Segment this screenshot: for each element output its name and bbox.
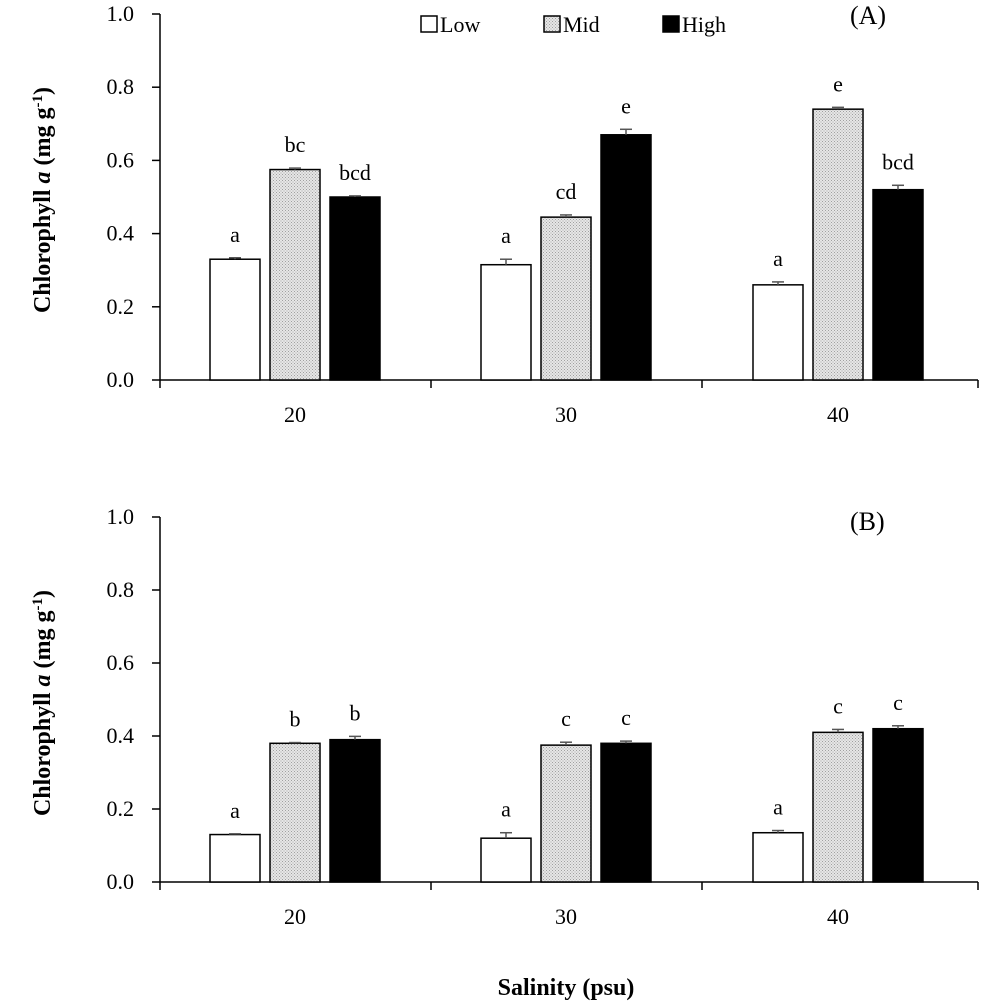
significance-label: e (833, 71, 843, 96)
bar-low (752, 831, 804, 883)
chart-panel-a: 0.0 0.2 0.4 0.6 0.8 1.0 20 30 40 a a a bc cd e bcd e bcd (107, 1, 979, 427)
bar-high (329, 738, 381, 883)
bar-high (872, 188, 924, 381)
significance-label: bcd (882, 149, 914, 174)
y-tick-label: 0.0 (107, 869, 135, 894)
y-tick-label: 0.8 (107, 577, 135, 602)
bar-low (752, 284, 804, 381)
significance-label: a (501, 223, 511, 248)
significance-label: b (350, 700, 361, 725)
legend-label-low: Low (440, 12, 480, 37)
significance-label: a (230, 798, 240, 823)
x-tick-label: 40 (827, 904, 849, 929)
y-tick-label: 0.4 (107, 221, 135, 246)
y-tick-label: 0.2 (107, 796, 135, 821)
bar-mid (540, 216, 592, 381)
bar-mid (540, 744, 592, 883)
legend-swatch-high (662, 15, 680, 33)
significance-label: e (621, 93, 631, 118)
y-tick-label: 0.4 (107, 723, 135, 748)
x-tick-label: 20 (284, 402, 306, 427)
y-axis-title-a: Chlorophyll a (mg g-1) (30, 87, 56, 313)
significance-label: a (501, 797, 511, 822)
significance-label: c (621, 705, 631, 730)
x-tick-label: 30 (555, 402, 577, 427)
significance-label: b (290, 707, 301, 732)
panel-label-b: (B) (850, 507, 885, 536)
y-tick-label: 0.8 (107, 74, 135, 99)
y-tick-label: 0.2 (107, 294, 135, 319)
y-tick-label: 1.0 (107, 1, 135, 26)
legend-swatch-mid (543, 15, 561, 33)
y-tick-label: 0.6 (107, 650, 135, 675)
significance-label: c (833, 693, 843, 718)
x-tick-label: 20 (284, 904, 306, 929)
x-axis-title: Salinity (psu) (498, 975, 635, 1001)
significance-label: a (773, 246, 783, 271)
bar-mid (812, 731, 864, 883)
bar-mid (269, 742, 321, 883)
significance-label: cd (556, 179, 577, 204)
bar-low (480, 837, 532, 883)
legend-swatch-low (420, 15, 438, 33)
panel-label-a: (A) (850, 1, 886, 30)
x-tick-label: 40 (827, 402, 849, 427)
significance-label: bcd (339, 160, 371, 185)
legend: Low Mid High (420, 12, 726, 37)
bar-low (209, 258, 261, 381)
bar-high (600, 742, 652, 883)
bar-high (600, 134, 652, 381)
significance-label: a (773, 795, 783, 820)
bar-low (480, 263, 532, 381)
y-axis-title-b: Chlorophyll a (mg g-1) (30, 590, 56, 816)
legend-label-mid: Mid (563, 12, 600, 37)
bar-low (209, 833, 261, 883)
y-tick-label: 0.0 (107, 367, 135, 392)
y-tick-label: 0.6 (107, 147, 135, 172)
bar-high (872, 727, 924, 883)
significance-label: c (561, 706, 571, 731)
significance-label: a (230, 222, 240, 247)
bar-mid (812, 108, 864, 381)
bar-high (329, 196, 381, 381)
bar-mid (269, 168, 321, 381)
chart-panel-b: 0.0 0.2 0.4 0.6 0.8 1.0 20 30 40 a a a b c c b c c (107, 504, 979, 929)
significance-label: bc (285, 132, 306, 157)
legend-label-high: High (682, 12, 726, 37)
y-tick-label: 1.0 (107, 504, 135, 529)
significance-label: c (893, 690, 903, 715)
x-tick-label: 30 (555, 904, 577, 929)
